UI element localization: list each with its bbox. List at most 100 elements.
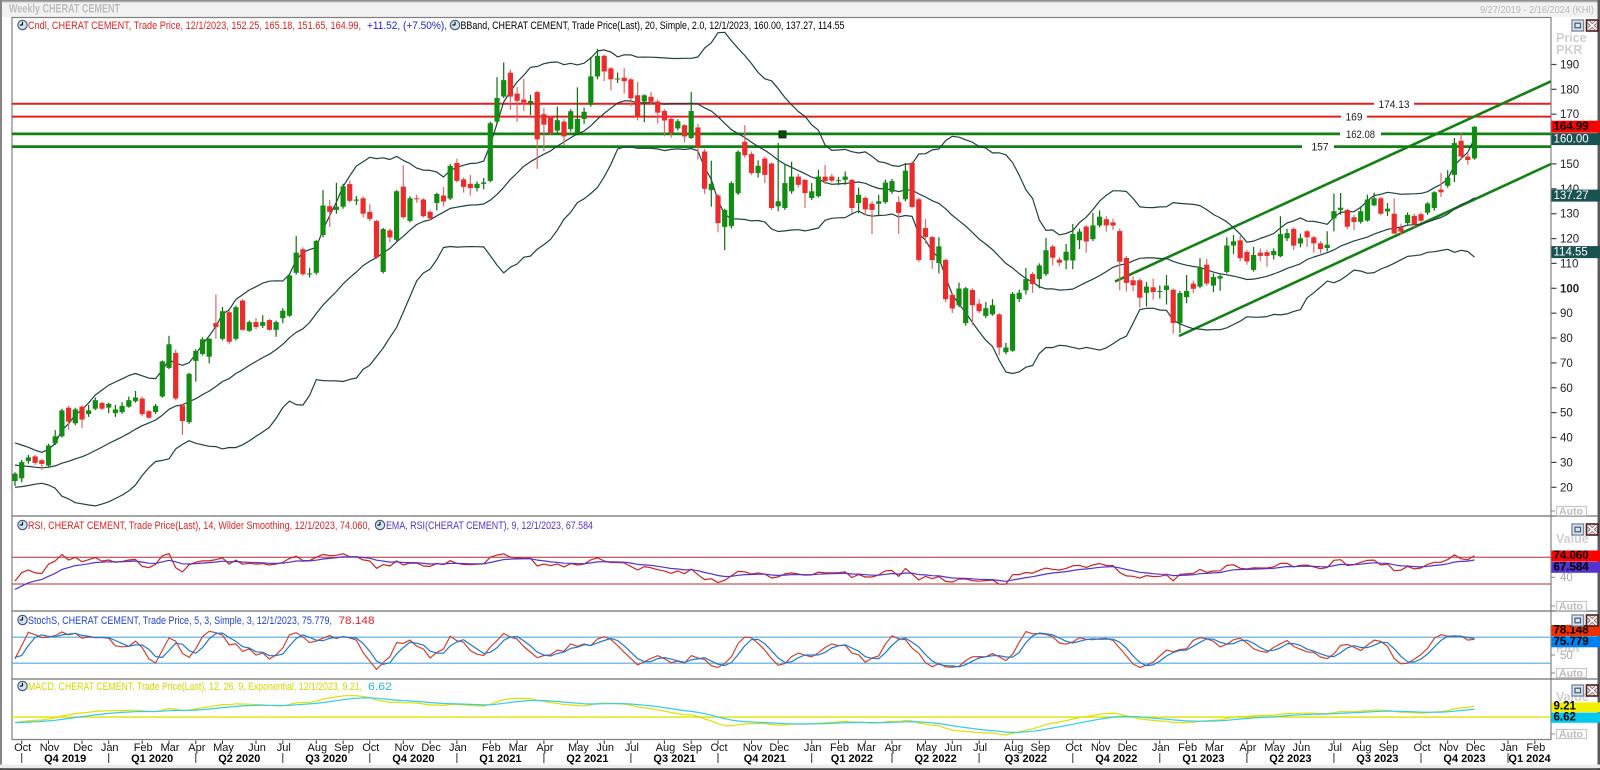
- svg-text:Aug: Aug: [308, 742, 328, 754]
- svg-text:20: 20: [1560, 482, 1573, 494]
- svg-text:Dec: Dec: [769, 742, 789, 754]
- svg-text:Apr: Apr: [1239, 742, 1256, 754]
- svg-text:30: 30: [1560, 457, 1573, 469]
- svg-text:Apr: Apr: [884, 742, 901, 754]
- svg-text:Q4 2019: Q4 2019: [44, 753, 86, 765]
- svg-text:Q1 2023: Q1 2023: [1182, 753, 1224, 765]
- svg-text:Jul: Jul: [277, 742, 291, 754]
- svg-text:Feb: Feb: [482, 742, 501, 754]
- svg-text:May: May: [1264, 742, 1285, 754]
- svg-text:50: 50: [1560, 408, 1573, 420]
- svg-text:174.13: 174.13: [1379, 99, 1410, 111]
- svg-text:162.08: 162.08: [1346, 129, 1375, 141]
- svg-text:Auto: Auto: [1559, 729, 1583, 741]
- svg-text:Nov: Nov: [395, 742, 415, 754]
- svg-text:78.148: 78.148: [1554, 625, 1590, 637]
- svg-text:Apr: Apr: [536, 742, 553, 754]
- svg-text:40: 40: [1560, 572, 1573, 584]
- svg-text:75.779: 75.779: [1554, 636, 1589, 648]
- svg-text:Q2 2020: Q2 2020: [218, 753, 260, 765]
- svg-text:Jan: Jan: [1500, 742, 1518, 754]
- svg-text:6.62: 6.62: [368, 681, 392, 693]
- svg-text:Dec: Dec: [73, 742, 93, 754]
- svg-text:110: 110: [1560, 258, 1578, 270]
- svg-text:Sep: Sep: [1031, 742, 1051, 754]
- svg-text:Jun: Jun: [248, 742, 266, 754]
- svg-text:Q1 2021: Q1 2021: [479, 753, 521, 765]
- svg-text:Nov: Nov: [40, 742, 60, 754]
- svg-text:Mar: Mar: [857, 742, 876, 754]
- svg-text:Nov: Nov: [1439, 742, 1459, 754]
- svg-text:170: 170: [1560, 109, 1579, 121]
- svg-text:Q2 2021: Q2 2021: [566, 753, 608, 765]
- svg-text:EMA, RSI(CHERAT CEMENT), 9,: EMA, RSI(CHERAT CEMENT), 9, 12/1/2023, 6…: [386, 520, 593, 532]
- svg-text:80: 80: [1560, 333, 1573, 345]
- svg-text:Dec: Dec: [1466, 742, 1486, 754]
- svg-text:Jun: Jun: [944, 742, 962, 754]
- svg-text:Jan: Jan: [1152, 742, 1170, 754]
- svg-text:Mar: Mar: [161, 742, 180, 754]
- svg-text:Q3 2020: Q3 2020: [305, 753, 347, 765]
- svg-text:Q4 2023: Q4 2023: [1443, 753, 1485, 765]
- svg-text:Jul: Jul: [973, 742, 987, 754]
- svg-text:Oct: Oct: [14, 742, 31, 754]
- svg-text:May: May: [568, 742, 589, 754]
- svg-text:Q2 2022: Q2 2022: [914, 753, 956, 765]
- svg-text:BBand, CHERAT CEMENT, Trade Pr: BBand, CHERAT CEMENT, Trade Price(Last),…: [461, 20, 845, 32]
- svg-text:100: 100: [1560, 283, 1579, 295]
- svg-text:Cndl, CHERAT CEMENT, Trade Pri: Cndl, CHERAT CEMENT, Trade Price, 12/1/2…: [28, 20, 361, 32]
- svg-text:Nov: Nov: [743, 742, 763, 754]
- svg-text:114.55: 114.55: [1554, 247, 1588, 259]
- svg-text:May: May: [213, 742, 234, 754]
- svg-text:Aug: Aug: [1352, 742, 1372, 754]
- svg-text:Sep: Sep: [1379, 742, 1399, 754]
- svg-text:Sep: Sep: [334, 742, 354, 754]
- svg-text:Q2 2023: Q2 2023: [1269, 753, 1311, 765]
- svg-text:Auto: Auto: [1559, 668, 1583, 680]
- svg-text:67.584: 67.584: [1554, 561, 1590, 573]
- svg-text:78.148: 78.148: [339, 615, 375, 627]
- svg-text:Q4 2021: Q4 2021: [744, 753, 786, 765]
- svg-text:190: 190: [1560, 60, 1579, 72]
- svg-text:Mar: Mar: [1205, 742, 1224, 754]
- svg-text:157: 157: [1312, 142, 1329, 154]
- svg-text:160.00: 160.00: [1554, 134, 1589, 146]
- svg-text:Auto: Auto: [1559, 601, 1583, 613]
- svg-text:Jul: Jul: [625, 742, 639, 754]
- svg-text:6.62: 6.62: [1554, 711, 1576, 723]
- svg-text:180: 180: [1560, 84, 1579, 96]
- svg-text:Q3 2021: Q3 2021: [653, 753, 695, 765]
- svg-text:Aug: Aug: [1004, 742, 1024, 754]
- svg-text:Aug: Aug: [656, 742, 676, 754]
- svg-text:40: 40: [1560, 433, 1573, 445]
- svg-text:Sep: Sep: [682, 742, 702, 754]
- svg-text:Oct: Oct: [710, 742, 727, 754]
- svg-text:May: May: [916, 742, 937, 754]
- svg-text:Q3 2023: Q3 2023: [1356, 753, 1398, 765]
- svg-text:Jun: Jun: [1293, 742, 1311, 754]
- svg-text:Dec: Dec: [1118, 742, 1138, 754]
- svg-text:Mar: Mar: [509, 742, 528, 754]
- svg-text:+11.52, (+7.50%),: +11.52, (+7.50%),: [367, 20, 447, 32]
- svg-text:Nov: Nov: [1091, 742, 1111, 754]
- svg-text:90: 90: [1560, 308, 1573, 320]
- svg-text:Jan: Jan: [449, 742, 467, 754]
- svg-text:StochS, CHERAT CEMENT, Trade P: StochS, CHERAT CEMENT, Trade Price, 5, 3…: [28, 615, 332, 627]
- svg-text:120: 120: [1560, 234, 1579, 246]
- svg-text:Q3 2022: Q3 2022: [1005, 753, 1047, 765]
- svg-text:9.21: 9.21: [1554, 701, 1577, 713]
- svg-text:150: 150: [1560, 159, 1579, 171]
- svg-text:Feb: Feb: [1178, 742, 1197, 754]
- svg-text:Apr: Apr: [188, 742, 205, 754]
- svg-text:RSI, CHERAT CEMENT, Trade Pric: RSI, CHERAT CEMENT, Trade Price(Last), 1…: [28, 520, 370, 532]
- svg-text:Jul: Jul: [1328, 742, 1342, 754]
- svg-text:PKR: PKR: [1556, 43, 1582, 57]
- svg-text:MACD, CHERAT CEMENT, Trade Pri: MACD, CHERAT CEMENT, Trade Price(Last), …: [28, 681, 362, 693]
- svg-text:Jan: Jan: [101, 742, 119, 754]
- svg-text:Q4 2020: Q4 2020: [392, 753, 434, 765]
- svg-text:130: 130: [1560, 209, 1579, 221]
- svg-text:Q4 2022: Q4 2022: [1095, 753, 1137, 765]
- svg-text:Q1 2020: Q1 2020: [131, 753, 173, 765]
- svg-text:70: 70: [1560, 358, 1573, 370]
- svg-text:9/27/2019 - 2/16/2024 (KHI): 9/27/2019 - 2/16/2024 (KHI): [1480, 4, 1594, 16]
